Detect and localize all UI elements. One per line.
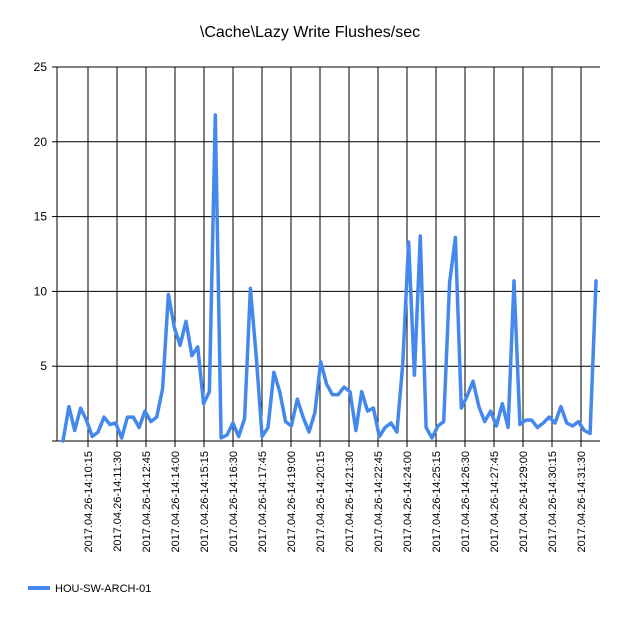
- x-tick-label: 2017.04.26-14:31:30: [576, 451, 588, 553]
- y-tick-label: 15: [34, 210, 48, 224]
- x-tick-label: 2017.04.26-14:29:00: [518, 451, 530, 553]
- series-lines: [61, 113, 598, 443]
- x-tick-label: 2017.04.26-14:17:45: [257, 451, 269, 553]
- y-tick-label: 10: [34, 284, 48, 298]
- y-axis-tick-labels: 5 10 15 20 25: [34, 60, 48, 373]
- x-axis-tick-labels: 2017.04.26-14:10:15 2017.04.26-14:11:30 20…: [83, 451, 588, 553]
- x-tick-label: 2017.04.26-14:11:30: [112, 451, 124, 552]
- x-tick-label: 2017.04.26-14:14:00: [170, 451, 182, 553]
- x-tick-label: 2017.04.26-14:26:30: [460, 451, 472, 553]
- x-tick-label: 2017.04.26-14:30:15: [547, 451, 559, 553]
- series-line: [61, 113, 598, 443]
- x-tick-label: 2017.04.26-14:10:15: [83, 451, 95, 553]
- x-tick-label: 2017.04.26-14:19:00: [286, 451, 298, 553]
- x-tick-label: 2017.04.26-14:20:15: [315, 451, 327, 553]
- x-tick-label: 2017.04.26-14:22:45: [373, 451, 385, 553]
- x-tick-label: 2017.04.26-14:25:15: [431, 451, 443, 553]
- y-tick-label: 25: [34, 60, 48, 74]
- x-tick-label: 2017.04.26-14:12:45: [141, 451, 153, 553]
- x-tick-label: 2017.04.26-14:24:00: [402, 451, 414, 553]
- y-tick-label: 20: [34, 135, 48, 149]
- x-tick-label: 2017.04.26-14:27:45: [489, 451, 501, 553]
- chart-title: \Cache\Lazy Write Flushes/sec: [200, 24, 420, 41]
- legend-label: HOU-SW-ARCH-01: [55, 583, 151, 595]
- x-tick-label: 2017.04.26-14:15:15: [199, 451, 211, 553]
- x-tick-label: 2017.04.26-14:21:30: [344, 451, 356, 553]
- y-tick-label: 5: [40, 359, 47, 373]
- x-tick-label: 2017.04.26-14:16:30: [228, 451, 240, 553]
- legend: HOU-SW-ARCH-01: [28, 583, 151, 595]
- axes: [52, 66, 600, 447]
